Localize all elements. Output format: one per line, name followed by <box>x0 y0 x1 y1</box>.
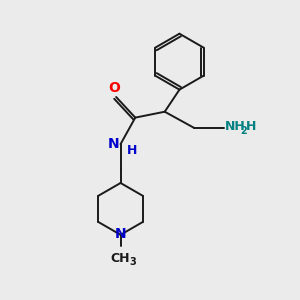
Text: N: N <box>115 227 126 241</box>
Text: N: N <box>107 137 119 151</box>
Text: 3: 3 <box>129 256 136 267</box>
Text: H: H <box>127 144 137 157</box>
Text: CH: CH <box>111 252 130 265</box>
Text: 2: 2 <box>240 126 247 136</box>
Text: O: O <box>108 81 120 95</box>
Text: H: H <box>246 120 257 133</box>
Text: NH: NH <box>225 120 246 133</box>
